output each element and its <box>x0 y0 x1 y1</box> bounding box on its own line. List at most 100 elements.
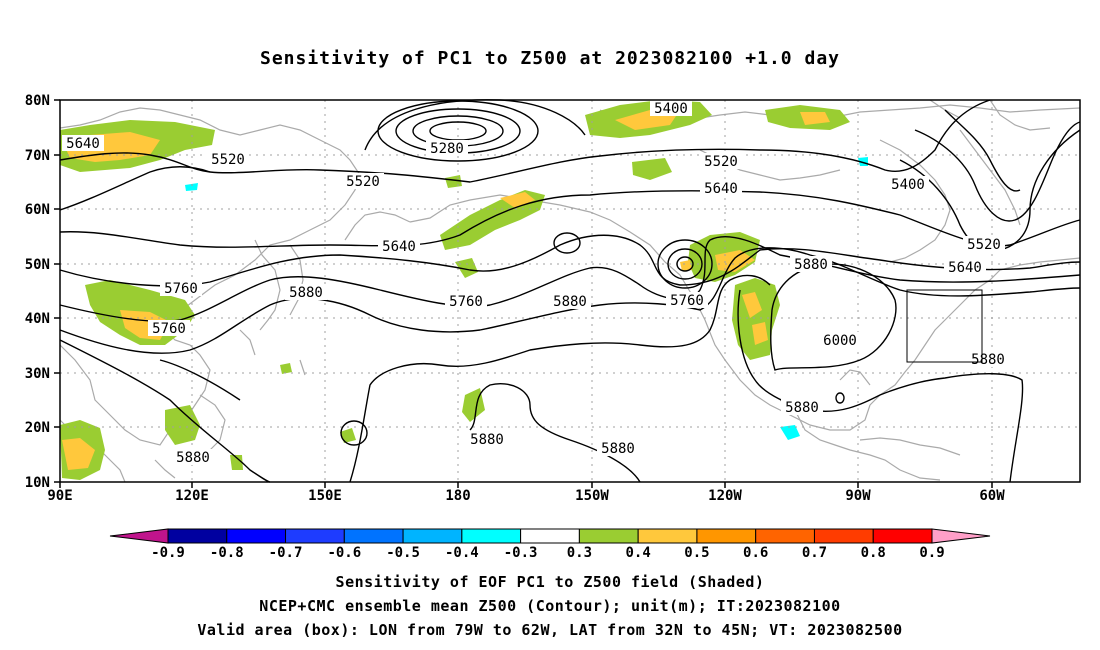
colorbar-swatch <box>402 528 463 544</box>
colorbar-tick-label: -0.6 <box>327 545 361 561</box>
contour-label: 5760 <box>445 293 487 310</box>
lat-label: 50N <box>25 257 50 273</box>
svg-text:5880: 5880 <box>971 352 1005 368</box>
colorbar-low-triangle <box>109 528 169 544</box>
colorbar-tick-label: 0.4 <box>626 545 651 561</box>
contour-label: 5280 <box>426 140 468 157</box>
lat-label: 80N <box>25 93 50 109</box>
plot-frame <box>59 99 1081 483</box>
lat-label: 60N <box>25 202 50 218</box>
svg-text:5760: 5760 <box>164 281 198 297</box>
colorbar-swatch <box>578 528 639 544</box>
svg-text:5640: 5640 <box>66 136 100 152</box>
colorbar-swatch <box>696 528 757 544</box>
svg-text:5880: 5880 <box>785 400 819 416</box>
svg-text:5880: 5880 <box>289 285 323 301</box>
colorbar-tick-label: -0.9 <box>151 545 185 561</box>
contour-label: 5880 <box>781 399 823 416</box>
contour-label: 5520 <box>700 153 742 170</box>
colorbar-swatch <box>343 528 404 544</box>
contour-label: 5760 <box>160 280 202 297</box>
lon-label: 90E <box>47 488 72 504</box>
colorbar-tick-label: 0.8 <box>861 545 886 561</box>
z500-contours <box>59 99 1081 483</box>
lon-label: 120W <box>708 488 742 504</box>
svg-text:5520: 5520 <box>346 174 380 190</box>
lat-label: 10N <box>25 475 50 491</box>
contour-label: 5640 <box>944 259 986 276</box>
contour-label: 5880 <box>967 351 1009 368</box>
colorbar-tick-label: -0.8 <box>210 545 244 561</box>
caption-line-3: Valid area (box): LON from 79W to 62W, L… <box>197 621 903 639</box>
colorbar-tick-label: 0.5 <box>684 545 709 561</box>
contour-label: 5880 <box>285 284 327 301</box>
colorbar-tick-label: -0.4 <box>445 545 479 561</box>
valid-area-box <box>906 289 983 363</box>
colorbar-swatch <box>637 528 698 544</box>
lat-label: 20N <box>25 420 50 436</box>
colorbar-tick-label: 0.9 <box>919 545 944 561</box>
contour-label: 5400 <box>887 176 929 193</box>
longitude-labels: 90E 120E 150E 180 150W 120W 90W 60W <box>47 488 1005 504</box>
contour-label: 5520 <box>963 236 1005 253</box>
lon-label: 180 <box>445 488 470 504</box>
contour-label: 5880 <box>466 431 508 448</box>
colorbar-swatch <box>285 528 345 544</box>
colorbar-tick-label: -0.7 <box>269 545 303 561</box>
svg-text:5520: 5520 <box>704 154 738 170</box>
latitude-labels: 80N 70N 60N 50N 40N 30N 20N 10N <box>25 93 50 491</box>
svg-text:5400: 5400 <box>654 101 688 117</box>
colorbar-tick-label: 0.7 <box>802 545 827 561</box>
lon-label: 150E <box>308 488 342 504</box>
svg-text:5760: 5760 <box>449 294 483 310</box>
svg-text:5400: 5400 <box>891 177 925 193</box>
caption-line-1: Sensitivity of EOF PC1 to Z500 field (Sh… <box>335 573 765 591</box>
lat-label: 40N <box>25 311 50 327</box>
contour-label: 5640 <box>700 180 742 197</box>
tick-marks <box>54 99 993 488</box>
contour-label: 6000 <box>819 332 861 349</box>
contour-label: 5640 <box>378 238 420 255</box>
svg-text:6000: 6000 <box>823 333 857 349</box>
contour-label: 5400 <box>650 100 692 117</box>
colorbar-swatch <box>872 528 933 544</box>
lon-label: 120E <box>175 488 209 504</box>
svg-text:5520: 5520 <box>211 152 245 168</box>
svg-text:5760: 5760 <box>670 293 704 309</box>
caption-line-2: NCEP+CMC ensemble mean Z500 (Contour); u… <box>259 597 841 615</box>
svg-text:5880: 5880 <box>601 441 635 457</box>
colorbar-swatch <box>461 528 522 544</box>
svg-text:5880: 5880 <box>176 450 210 466</box>
svg-text:5640: 5640 <box>382 239 416 255</box>
contour-label: 5880 <box>597 440 639 457</box>
svg-text:5520: 5520 <box>967 237 1001 253</box>
colorbar-swatch <box>813 528 874 544</box>
colorbar-swatch <box>520 528 580 544</box>
contour-label: 5880 <box>790 256 832 273</box>
lon-label: 90W <box>845 488 871 504</box>
svg-text:5280: 5280 <box>430 141 464 157</box>
colorbar-tick-label: 0.6 <box>743 545 768 561</box>
contour-label: 5520 <box>207 151 249 168</box>
contour-label: 5760 <box>666 292 708 309</box>
lon-label: 150W <box>575 488 609 504</box>
contour-label: 5760 <box>148 320 190 337</box>
lat-label: 30N <box>25 366 50 382</box>
contour-label: 5520 <box>342 173 384 190</box>
svg-text:5880: 5880 <box>470 432 504 448</box>
colorbar-tick-label: -0.3 <box>504 545 538 561</box>
colorbar-high-triangle <box>931 528 991 544</box>
contour-label: 5640 <box>62 135 104 152</box>
colorbar-tick-label: -0.5 <box>386 545 420 561</box>
svg-text:5880: 5880 <box>794 257 828 273</box>
svg-text:5640: 5640 <box>948 260 982 276</box>
contour-label: 5880 <box>549 293 591 310</box>
colorbar: -0.9 -0.8 -0.7 -0.6 -0.5 -0.4 -0.3 0.3 0.4 0.5 0.6… <box>109 528 991 561</box>
colorbar-tick-label: 0.3 <box>567 545 592 561</box>
svg-text:5760: 5760 <box>152 321 186 337</box>
colorbar-swatch <box>167 528 228 544</box>
lon-label: 60W <box>979 488 1005 504</box>
colorbar-swatch <box>226 528 287 544</box>
contour-label: 5880 <box>172 449 214 466</box>
